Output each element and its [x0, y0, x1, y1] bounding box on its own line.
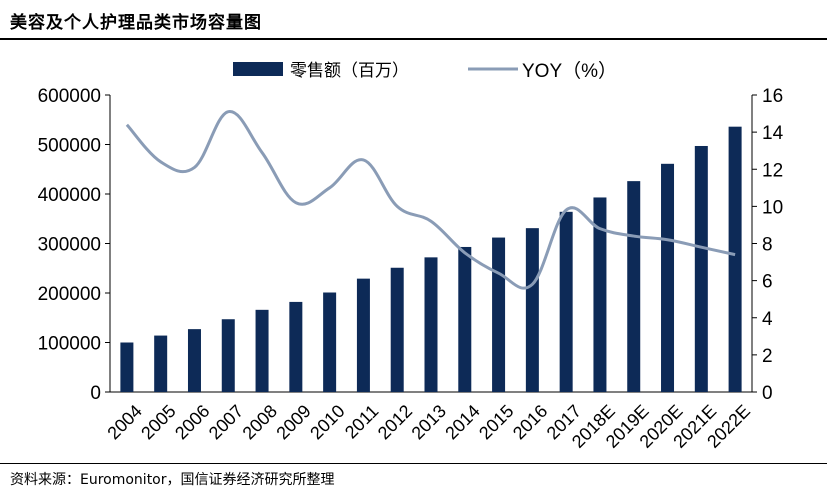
right-tick-label: 0: [762, 383, 773, 404]
title-divider: [0, 38, 827, 40]
x-tick-label: 2011: [341, 401, 383, 443]
right-tick-label: 14: [762, 123, 784, 144]
bar-series: [120, 126, 742, 393]
x-tick-label: 2004: [103, 401, 145, 443]
bar-2021E: [694, 145, 708, 392]
x-tick-label: 2014: [441, 401, 483, 443]
right-tick-label: 2: [762, 346, 773, 367]
bar-2018E: [593, 197, 607, 392]
left-tick-label: 400000: [38, 185, 101, 206]
bar-2015: [492, 237, 506, 392]
bar-2007: [221, 319, 235, 392]
footer-divider: [0, 463, 827, 464]
bar-2004: [120, 342, 134, 392]
right-tick-label: 8: [762, 235, 773, 256]
x-tick-label: 2016: [509, 401, 551, 443]
yoy-line-series: [125, 110, 736, 290]
left-tick-label: 600000: [38, 86, 101, 107]
bar-2009: [289, 301, 303, 392]
chart-title: 美容及个人护理品类市场容量图: [10, 13, 262, 33]
bar-2022E: [728, 126, 742, 393]
legend-label-line: YOY（%）: [522, 60, 617, 82]
chart: 零售额（百万） YOY（%） 0 100000 200000 300000 400000…: [38, 60, 784, 452]
x-tick-label: 2009: [272, 401, 314, 443]
bar-2006: [187, 329, 201, 392]
right-tick-label: 16: [762, 86, 783, 107]
x-tick-label: 2007: [205, 401, 247, 443]
x-tick-label: 2013: [408, 401, 450, 443]
legend-label-bar: 零售额（百万）: [290, 61, 409, 81]
source-note: 资料来源：Euromonitor，国信证券经济研究所整理: [10, 472, 335, 488]
x-tick-label: 2008: [239, 401, 281, 443]
left-tick-label: 100000: [38, 334, 101, 355]
x-tick-label: 2005: [137, 401, 179, 443]
bar-2020E: [661, 163, 675, 392]
left-tick-label: 0: [90, 383, 101, 404]
bar-2017: [559, 211, 573, 392]
right-tick-label: 10: [762, 197, 783, 218]
bar-2016: [525, 228, 539, 392]
left-tick-label: 500000: [38, 136, 101, 157]
left-tick-label: 200000: [38, 284, 101, 305]
bar-2014: [458, 246, 472, 392]
right-tick-label: 12: [762, 160, 783, 181]
x-tick-label: 2012: [374, 401, 416, 443]
bar-2010: [323, 292, 337, 392]
bar-2011: [356, 278, 370, 392]
axes: 0 100000 200000 300000 400000 500000 600000 0 2 4…: [38, 86, 784, 404]
left-tick-label: 300000: [38, 235, 101, 256]
bar-2012: [390, 267, 404, 392]
bar-2008: [255, 309, 269, 392]
x-tick-label: 2006: [171, 401, 213, 443]
x-tick-labels: 2004200520062007200820092010201120122013…: [103, 401, 754, 452]
yoy-line: [125, 110, 736, 290]
right-tick-label: 4: [762, 309, 773, 330]
x-tick-label: 2015: [475, 401, 517, 443]
bar-2005: [154, 335, 168, 392]
legend-swatch-bar: [233, 62, 283, 76]
x-tick-label: 2010: [306, 401, 348, 443]
bar-2019E: [627, 181, 641, 392]
right-tick-label: 6: [762, 272, 773, 293]
bar-2013: [424, 257, 438, 392]
legend: 零售额（百万） YOY（%）: [233, 60, 617, 82]
